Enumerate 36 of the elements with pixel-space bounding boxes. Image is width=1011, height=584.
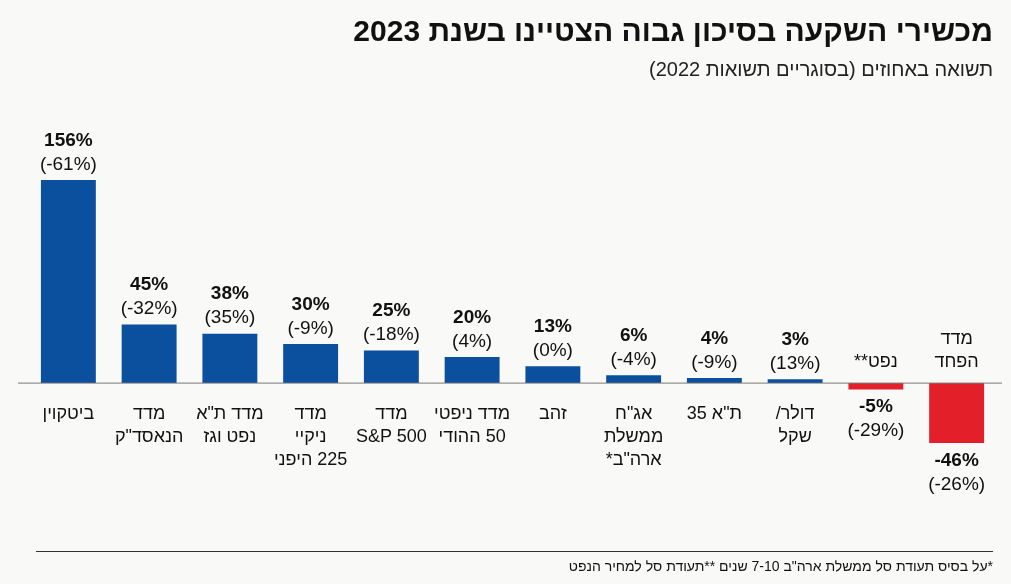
bar xyxy=(283,344,339,384)
chart-title: מכשירי השקעה בסיכון גבוה הצטיינו בשנת 2023 xyxy=(353,14,993,48)
x-tick-label: זהב xyxy=(539,403,567,424)
x-tick-label: אג"ח ממשלת ארה"ב* xyxy=(603,403,664,470)
data-label: -46% (-26%) xyxy=(928,448,986,494)
data-label: -5% (-29%) xyxy=(847,395,905,441)
x-tick-label: נפט** xyxy=(854,351,898,372)
x-tick-label: מדד ניקיי 225 היפני xyxy=(273,403,348,470)
data-label: 38% (35%) xyxy=(204,282,256,328)
bar xyxy=(121,324,177,384)
x-tick-label: ת"א 35 xyxy=(686,403,742,424)
bar xyxy=(444,357,500,384)
x-tick-label: מדד הפחד xyxy=(934,328,979,372)
data-label: 13% (0%) xyxy=(532,314,573,360)
data-label: 3% (13%) xyxy=(769,327,821,373)
bar xyxy=(40,180,96,384)
data-label: 4% (-9%) xyxy=(691,326,738,372)
bar xyxy=(202,333,258,384)
data-label: 6% (-4%) xyxy=(610,324,657,370)
bar xyxy=(363,350,419,384)
chart-subtitle: תשואה באחוזים (בסוגריים תשואות 2022) xyxy=(649,58,993,81)
bar xyxy=(606,375,662,384)
x-tick-label: ביטקוין xyxy=(42,403,95,424)
data-label: 30% (-9%) xyxy=(287,292,334,338)
bar xyxy=(525,366,581,384)
x-tick-label: מדד הנאסד"ק xyxy=(114,403,184,447)
data-label: 25% (-18%) xyxy=(362,299,420,345)
text: *על בסיס תעודת סל ממשלת ארה"ב 7-10 שנים **תעודת סל למחיר הנפט xyxy=(567,558,993,574)
data-label: 45% (-32%) xyxy=(120,273,178,319)
x-tick-label: מדד ניפטי 50 ההודי xyxy=(434,403,511,447)
x-tick-label: דולר/ שקל xyxy=(775,403,815,447)
x-tick-label: מדד ת"א נפט וגז xyxy=(196,403,264,447)
bar xyxy=(848,383,904,390)
data-label: 156% (-61%) xyxy=(39,128,97,174)
bar xyxy=(929,383,985,443)
data-label: 20% (4%) xyxy=(452,305,493,351)
